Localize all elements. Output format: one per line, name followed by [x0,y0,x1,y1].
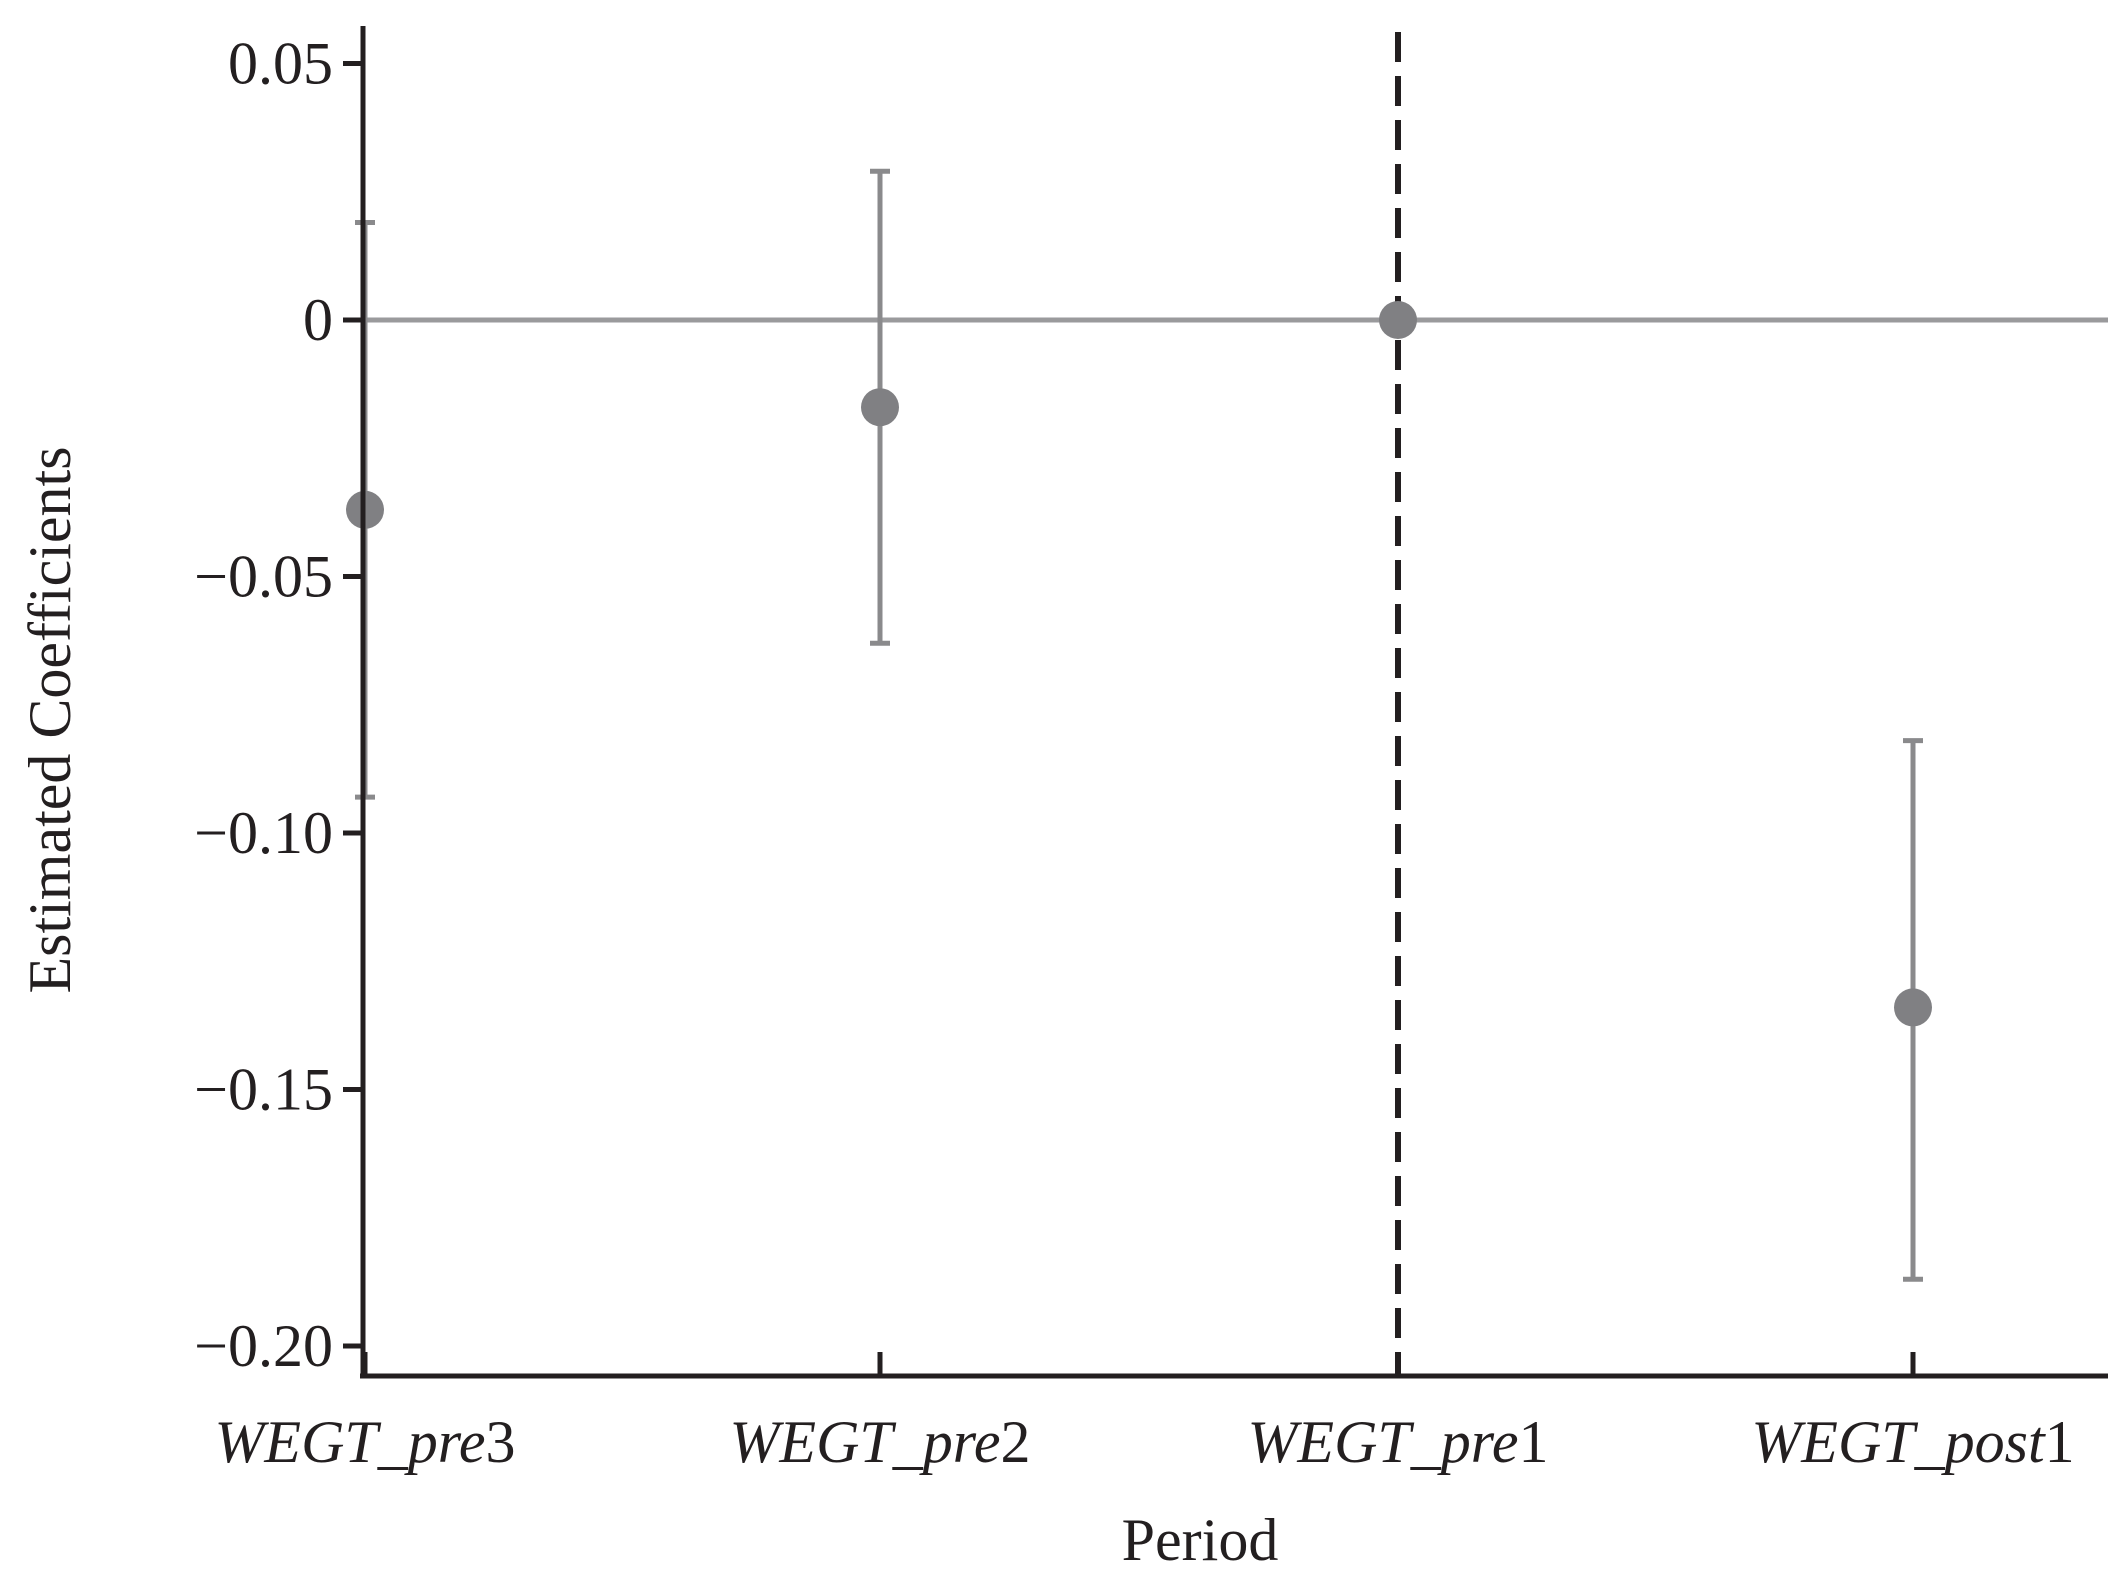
x-tick-label-WEGT_pre3: WEGT_pre3 [214,1409,515,1475]
errorbar-layer [355,168,1923,1282]
x-axis-title: Period [1122,1507,1279,1573]
y-tick-layer: 0.05 0 −0.05 −0.10 −0.15 −0.20 [194,31,363,1379]
point-WEGT_pre1 [1379,301,1417,339]
point-WEGT_pre2 [861,388,899,427]
x-tick-layer: WEGT_pre3 WEGT_pre2 WEGT_pre1 WEGT_post1 [214,1352,2075,1475]
y-tick-label: −0.05 [194,544,333,610]
axes-layer [360,26,2108,1379]
y-axis-title: Estimated Coefficients [17,446,83,993]
y-tick-label: 0.05 [228,31,333,97]
y-tick-label: −0.20 [194,1313,333,1379]
y-tick-label: −0.15 [194,1057,333,1123]
point-layer [346,301,1932,1027]
x-tick-label-WEGT_pre2: WEGT_pre2 [729,1409,1030,1475]
y-tick-label: 0 [303,287,333,353]
point-WEGT_post1 [1894,988,1932,1027]
x-tick-label-WEGT_post1: WEGT_post1 [1751,1409,2074,1475]
y-tick-label: −0.10 [194,800,333,866]
x-tick-label-WEGT_pre1: WEGT_pre1 [1247,1409,1548,1475]
